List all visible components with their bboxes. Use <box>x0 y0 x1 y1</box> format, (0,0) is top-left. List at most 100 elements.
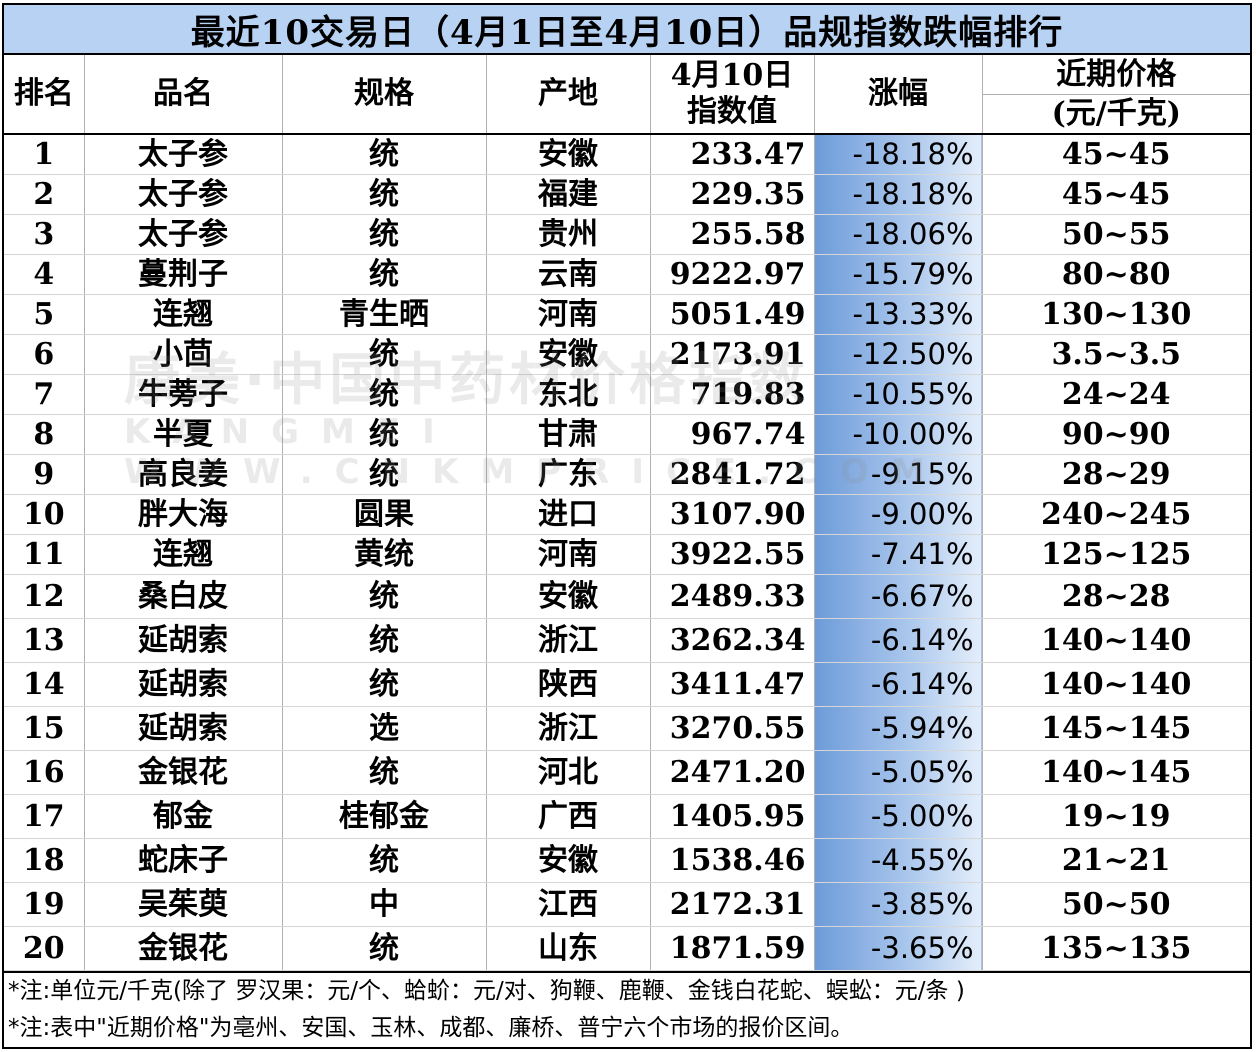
cell-name: 太子参 <box>84 214 283 255</box>
cell-rank: 6 <box>4 334 85 375</box>
cell-rank: 16 <box>4 750 85 795</box>
table-row: 14 延胡索统陕西 3411.47 -6.14% 140~140 <box>4 662 1250 707</box>
header-index-line2: 指数值 <box>687 94 777 129</box>
cell-origin: 贵州 <box>486 214 651 255</box>
cell-name: 延胡索 <box>84 618 283 663</box>
table-row: 16 金银花统河北 2471.20 -5.05% 140~145 <box>4 750 1250 795</box>
table-row: 8 半夏统甘肃 967.74 -10.00% 90~90 <box>4 414 1250 455</box>
cell-change: -18.18% <box>814 134 983 175</box>
cell-name: 牛蒡子 <box>84 374 283 415</box>
cell-origin: 东北 <box>486 374 651 415</box>
cell-price: 90~90 <box>982 414 1250 455</box>
cell-price: 145~145 <box>982 706 1250 751</box>
cell-change: -6.67% <box>814 574 983 619</box>
cell-price: 19~19 <box>982 794 1250 839</box>
cell-rank: 15 <box>4 706 85 751</box>
cell-rank: 20 <box>4 926 85 971</box>
cell-spec: 统 <box>282 926 487 971</box>
cell-origin: 广东 <box>486 454 651 495</box>
cell-change: -5.05% <box>814 750 983 795</box>
cell-rank: 19 <box>4 882 85 927</box>
cell-spec: 统 <box>282 254 487 295</box>
cell-origin: 河南 <box>486 534 651 575</box>
header-name: 品名 <box>84 55 283 135</box>
cell-origin: 广西 <box>486 794 651 839</box>
cell-rank: 9 <box>4 454 85 495</box>
table-row: 9 高良姜统广东 2841.72 -9.15% 28~29 <box>4 454 1250 495</box>
header-change: 涨幅 <box>814 55 983 135</box>
cell-index: 2841.72 <box>650 454 815 495</box>
cell-spec: 选 <box>282 706 487 751</box>
cell-price: 80~80 <box>982 254 1250 295</box>
cell-index: 1538.46 <box>650 838 815 883</box>
cell-spec: 中 <box>282 882 487 927</box>
cell-change: -9.00% <box>814 494 983 535</box>
cell-name: 半夏 <box>84 414 283 455</box>
cell-spec: 统 <box>282 334 487 375</box>
cell-origin: 山东 <box>486 926 651 971</box>
cell-index: 255.58 <box>650 214 815 255</box>
cell-rank: 8 <box>4 414 85 455</box>
cell-origin: 浙江 <box>486 618 651 663</box>
cell-origin: 陕西 <box>486 662 651 707</box>
cell-origin: 安徽 <box>486 334 651 375</box>
cell-change: -3.65% <box>814 926 983 971</box>
cell-rank: 5 <box>4 294 85 335</box>
cell-price: 140~140 <box>982 618 1250 663</box>
cell-name: 太子参 <box>84 134 283 175</box>
cell-change: -3.85% <box>814 882 983 927</box>
table-row: 6 小茴统安徽 2173.91 -12.50% 3.5~3.5 <box>4 334 1250 375</box>
header-spec: 规格 <box>282 55 487 135</box>
header-price: 近期价格 (元/千克) <box>982 55 1250 135</box>
cell-rank: 11 <box>4 534 85 575</box>
table-row: 17 郁金 桂郁金 广西 1405.95 -5.00% 19~19 <box>4 794 1250 839</box>
cell-index: 2172.31 <box>650 882 815 927</box>
cell-spec: 圆果 <box>282 494 487 535</box>
cell-change: -12.50% <box>814 334 983 375</box>
cell-change: -13.33% <box>814 294 983 335</box>
cell-price: 45~45 <box>982 134 1250 175</box>
header-price-line2: (元/千克) <box>1051 95 1181 131</box>
note-unit: *注:单位元/千克(除了 罗汉果：元/个、蛤蚧：元/对、狗鞭、鹿鞭、金钱白花蛇、… <box>8 978 965 1004</box>
cell-index: 233.47 <box>650 134 815 175</box>
cell-spec: 黄统 <box>282 534 487 575</box>
cell-price: 24~24 <box>982 374 1250 415</box>
cell-rank: 3 <box>4 214 85 255</box>
cell-index: 2489.33 <box>650 574 815 619</box>
cell-change: -7.41% <box>814 534 983 575</box>
cell-rank: 2 <box>4 174 85 215</box>
cell-spec: 青生晒 <box>282 294 487 335</box>
cell-spec: 统 <box>282 574 487 619</box>
cell-spec: 统 <box>282 414 487 455</box>
table-row: 20 金银花统山东 1871.59 -3.65% 135~135 <box>4 926 1250 971</box>
cell-price: 28~29 <box>982 454 1250 495</box>
cell-index: 3270.55 <box>650 706 815 751</box>
cell-spec: 统 <box>282 214 487 255</box>
cell-price: 3.5~3.5 <box>982 334 1250 375</box>
header-price-line1: 近期价格 <box>982 56 1250 95</box>
cell-change: -9.15% <box>814 454 983 495</box>
ranking-table-panel: 最近10交易日（4月1日至4月10日）品规指数跌幅排行 排名 品名 规格 产地 … <box>2 3 1252 1049</box>
cell-name: 延胡索 <box>84 662 283 707</box>
cell-rank: 12 <box>4 574 85 619</box>
table-notes: *注:单位元/千克(除了 罗汉果：元/个、蛤蚧：元/对、狗鞭、鹿鞭、金钱白花蛇、… <box>4 971 1250 1047</box>
cell-spec: 统 <box>282 374 487 415</box>
cell-spec: 统 <box>282 838 487 883</box>
header-index: 4月10日 指数值 <box>650 55 815 135</box>
note-price-source: *注:表中"近期价格"为亳州、安国、玉林、成都、廉桥、普宁六个市场的报价区间。 <box>8 1015 854 1041</box>
cell-name: 金银花 <box>84 926 283 971</box>
cell-name: 连翘 <box>84 294 283 335</box>
cell-name: 小茴 <box>84 334 283 375</box>
cell-change: -6.14% <box>814 662 983 707</box>
cell-index: 5051.49 <box>650 294 815 335</box>
cell-name: 金银花 <box>84 750 283 795</box>
cell-index: 2173.91 <box>650 334 815 375</box>
cell-index: 967.74 <box>650 414 815 455</box>
cell-index: 1871.59 <box>650 926 815 971</box>
cell-rank: 7 <box>4 374 85 415</box>
cell-price: 50~50 <box>982 882 1250 927</box>
cell-change: -5.00% <box>814 794 983 839</box>
cell-spec: 统 <box>282 174 487 215</box>
cell-name: 延胡索 <box>84 706 283 751</box>
cell-price: 50~55 <box>982 214 1250 255</box>
